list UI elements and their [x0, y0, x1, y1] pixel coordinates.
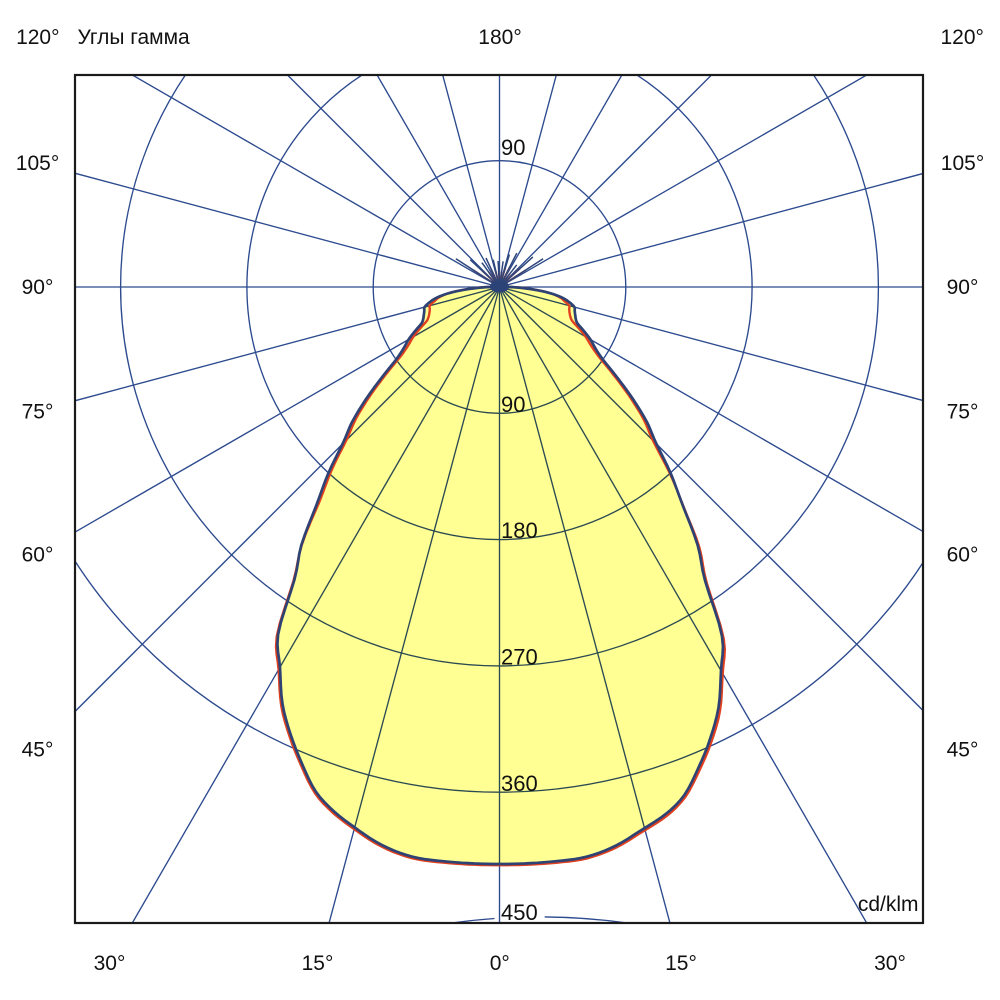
svg-text:180°: 180° — [478, 26, 521, 49]
svg-text:270: 270 — [501, 644, 538, 669]
svg-text:cd/klm: cd/klm — [858, 893, 919, 916]
svg-text:360: 360 — [501, 771, 538, 796]
svg-text:75°: 75° — [22, 401, 54, 424]
svg-text:30°: 30° — [94, 952, 126, 975]
svg-text:75°: 75° — [947, 401, 979, 424]
svg-text:105°: 105° — [941, 152, 984, 175]
svg-text:45°: 45° — [947, 739, 979, 762]
svg-text:45°: 45° — [22, 739, 54, 762]
svg-text:60°: 60° — [22, 544, 54, 567]
svg-text:15°: 15° — [665, 952, 697, 975]
svg-text:120°: 120° — [940, 26, 983, 49]
svg-text:15°: 15° — [302, 952, 334, 975]
svg-text:120°: 120° — [16, 26, 59, 49]
svg-text:0°: 0° — [490, 952, 510, 975]
svg-text:180: 180 — [501, 518, 538, 543]
svg-text:60°: 60° — [947, 544, 979, 567]
svg-text:105°: 105° — [16, 152, 59, 175]
svg-text:450: 450 — [501, 900, 538, 925]
svg-text:90: 90 — [501, 135, 525, 160]
svg-text:90°: 90° — [22, 276, 54, 299]
svg-text:90°: 90° — [947, 276, 979, 299]
svg-text:Углы гамма: Углы гамма — [78, 26, 191, 49]
svg-text:90: 90 — [501, 392, 525, 417]
svg-text:30°: 30° — [874, 952, 906, 975]
